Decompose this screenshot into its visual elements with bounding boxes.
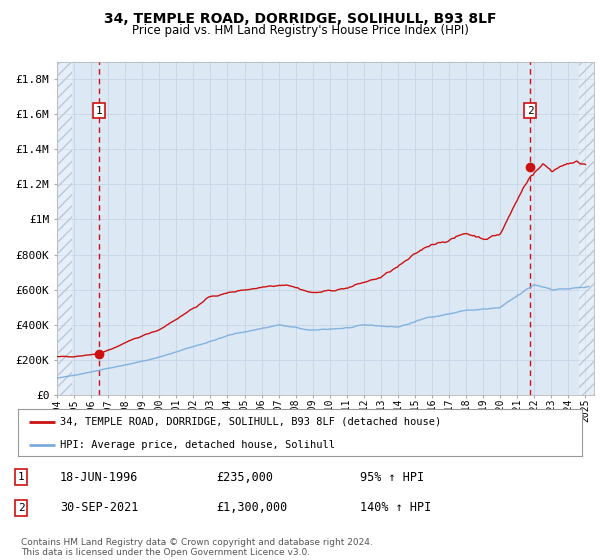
Text: 34, TEMPLE ROAD, DORRIDGE, SOLIHULL, B93 8LF: 34, TEMPLE ROAD, DORRIDGE, SOLIHULL, B93… <box>104 12 496 26</box>
Text: Price paid vs. HM Land Registry's House Price Index (HPI): Price paid vs. HM Land Registry's House … <box>131 24 469 37</box>
Text: 1: 1 <box>95 106 103 116</box>
Text: 1: 1 <box>17 472 25 482</box>
Text: 34, TEMPLE ROAD, DORRIDGE, SOLIHULL, B93 8LF (detached house): 34, TEMPLE ROAD, DORRIDGE, SOLIHULL, B93… <box>60 417 442 427</box>
Bar <box>57 62 73 395</box>
Text: Contains HM Land Registry data © Crown copyright and database right 2024.
This d: Contains HM Land Registry data © Crown c… <box>21 538 373 557</box>
Text: £235,000: £235,000 <box>216 470 273 484</box>
Text: 95% ↑ HPI: 95% ↑ HPI <box>360 470 424 484</box>
Text: 30-SEP-2021: 30-SEP-2021 <box>60 501 139 515</box>
Bar <box>578 62 594 395</box>
Text: 2: 2 <box>527 106 533 116</box>
Bar <box>57 62 73 395</box>
Text: 18-JUN-1996: 18-JUN-1996 <box>60 470 139 484</box>
Text: 140% ↑ HPI: 140% ↑ HPI <box>360 501 431 515</box>
Text: HPI: Average price, detached house, Solihull: HPI: Average price, detached house, Soli… <box>60 441 335 450</box>
Text: £1,300,000: £1,300,000 <box>216 501 287 515</box>
Bar <box>578 62 594 395</box>
Text: 2: 2 <box>17 503 25 513</box>
